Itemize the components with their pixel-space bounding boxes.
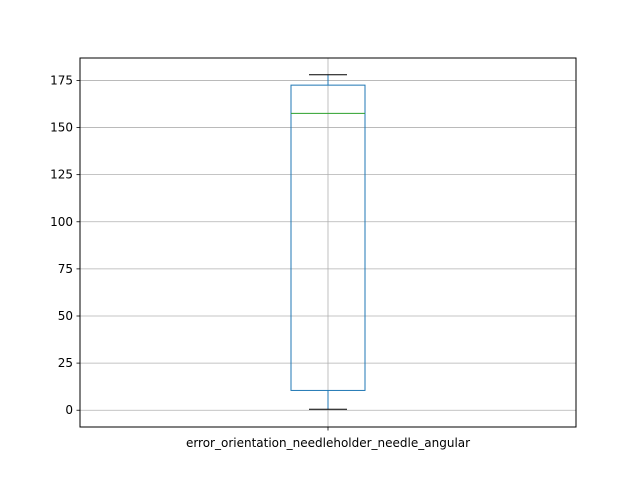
y-tick-label: 100 bbox=[50, 215, 73, 229]
x-axis-ticks: error_orientation_needleholder_needle_an… bbox=[186, 427, 470, 450]
y-tick-label: 25 bbox=[58, 356, 73, 370]
y-tick-label: 0 bbox=[65, 403, 73, 417]
y-tick-label: 50 bbox=[58, 309, 73, 323]
box-plot-marks bbox=[290, 74, 366, 410]
y-tick-label: 175 bbox=[50, 73, 73, 87]
y-tick-label: 75 bbox=[58, 262, 73, 276]
grid-lines bbox=[80, 58, 576, 427]
y-tick-label: 125 bbox=[50, 168, 73, 182]
x-tick-label: error_orientation_needleholder_needle_an… bbox=[186, 436, 470, 450]
y-tick-label: 150 bbox=[50, 121, 73, 135]
iqr-box bbox=[290, 84, 366, 391]
y-axis-ticks: 0 25 50 75 100 125 150 175 bbox=[50, 73, 80, 417]
